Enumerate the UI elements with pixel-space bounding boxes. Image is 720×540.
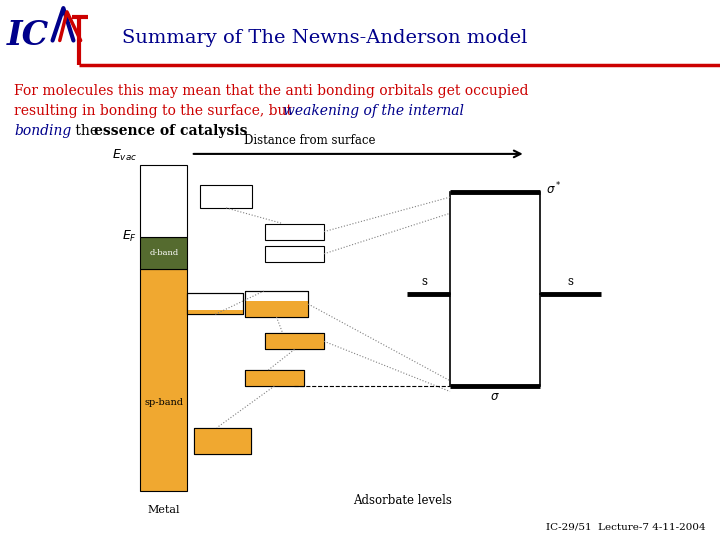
Text: Distance from surface: Distance from surface [244, 134, 375, 147]
Text: weakening of the internal: weakening of the internal [283, 104, 464, 118]
Text: For molecules this may mean that the anti bonding orbitals get occupied: For molecules this may mean that the ant… [14, 84, 529, 98]
Text: Adsorbate levels: Adsorbate levels [353, 494, 451, 507]
Bar [265, 246, 324, 262]
Text: s: s [567, 275, 574, 288]
Bar [265, 333, 324, 349]
Text: sp-band: sp-band [144, 398, 184, 407]
Bar [187, 309, 243, 314]
Text: d-band: d-band [149, 249, 179, 257]
Bar [245, 301, 308, 317]
Bar [140, 269, 187, 491]
Bar [265, 334, 324, 349]
Bar [140, 165, 187, 237]
Text: essence of catalysis: essence of catalysis [94, 124, 247, 138]
Text: Summary of The Newns-Anderson model: Summary of The Newns-Anderson model [122, 29, 528, 47]
Bar [245, 291, 308, 317]
Bar [245, 370, 304, 386]
Bar [265, 333, 324, 349]
Text: $\sigma^*$: $\sigma^*$ [546, 181, 562, 197]
Text: resulting in bonding to the surface, but: resulting in bonding to the surface, but [14, 104, 297, 118]
Bar [200, 185, 252, 208]
Bar [245, 291, 308, 317]
Text: the: the [71, 124, 103, 138]
Text: IC: IC [7, 18, 50, 52]
Text: s: s [422, 275, 428, 288]
Text: Metal: Metal [148, 505, 180, 515]
Bar [194, 429, 251, 454]
Text: $\sigma$: $\sigma$ [490, 390, 500, 403]
Bar [245, 370, 304, 386]
Bar [140, 237, 187, 269]
Text: bonding: bonding [14, 124, 72, 138]
Bar [187, 293, 243, 314]
Bar [194, 428, 251, 454]
Text: $E_F$: $E_F$ [122, 229, 137, 244]
Bar [245, 370, 304, 386]
Text: IC-29/51  Lecture-7 4-11-2004: IC-29/51 Lecture-7 4-11-2004 [546, 523, 706, 532]
Bar [194, 428, 251, 454]
Bar [265, 224, 324, 240]
Text: $E_{vac}$: $E_{vac}$ [112, 147, 137, 163]
Bar [187, 293, 243, 314]
